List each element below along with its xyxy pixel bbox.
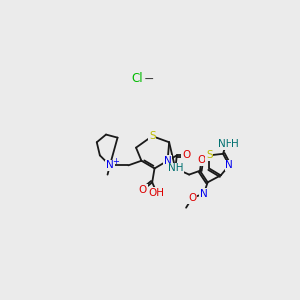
Text: NH: NH (168, 164, 183, 173)
Text: N: N (106, 160, 114, 170)
Text: N: N (225, 160, 233, 170)
Text: O: O (182, 150, 190, 160)
Text: S: S (206, 150, 212, 160)
Text: N: N (164, 156, 172, 166)
Text: −: − (144, 74, 154, 86)
Text: +: + (112, 157, 119, 166)
Text: OH: OH (149, 188, 165, 198)
Text: O: O (139, 185, 147, 195)
Text: O: O (188, 193, 196, 203)
Text: H: H (232, 139, 239, 149)
Text: Cl: Cl (131, 72, 142, 85)
Text: NH: NH (218, 139, 234, 149)
Text: N: N (200, 189, 208, 199)
Text: S: S (149, 131, 155, 141)
Text: O: O (197, 155, 206, 165)
